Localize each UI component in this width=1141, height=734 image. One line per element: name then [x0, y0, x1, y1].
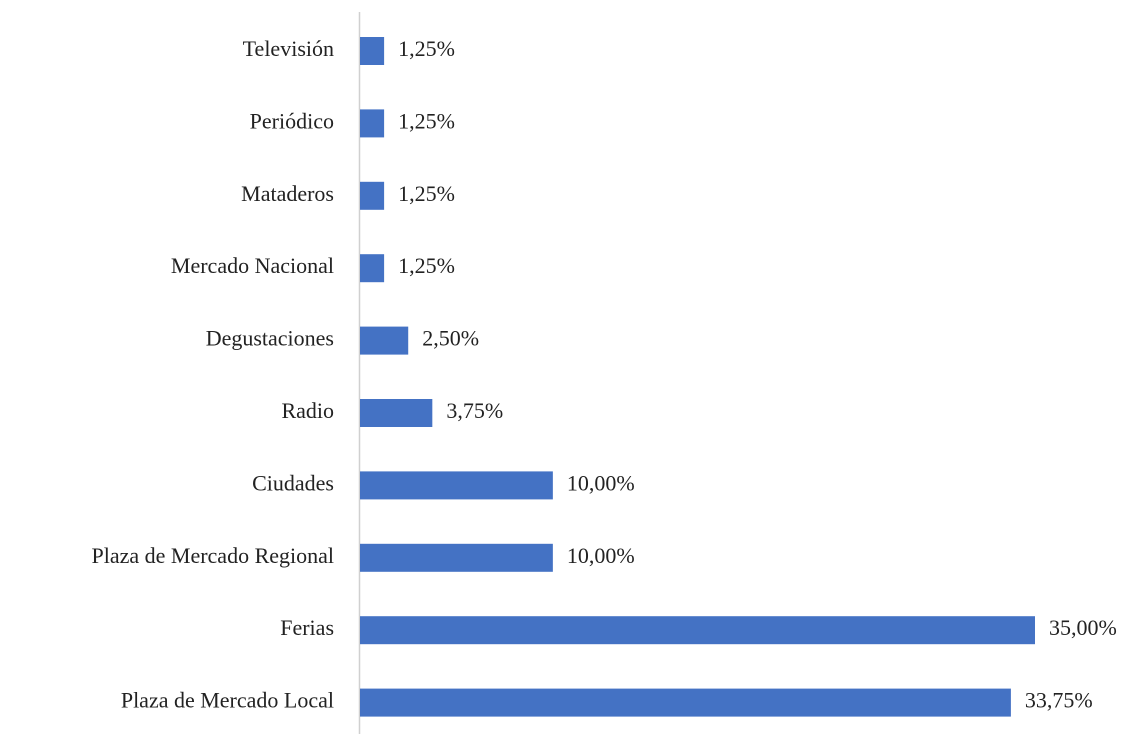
y-tick-label: Plaza de Mercado Regional [91, 543, 334, 568]
bar [360, 399, 433, 427]
y-tick-label: Degustaciones [206, 326, 334, 351]
bar [360, 181, 385, 210]
data-label: 33,75% [1025, 688, 1093, 713]
bar [360, 616, 1035, 645]
y-tick-label: Ferias [280, 615, 334, 640]
data-label: 3,75% [446, 398, 503, 423]
y-tick-label: Periódico [250, 108, 334, 133]
data-label: 10,00% [567, 470, 635, 495]
bar [360, 326, 409, 355]
bar [360, 471, 553, 500]
bar [360, 109, 385, 138]
data-label: 2,50% [422, 326, 479, 351]
y-tick-label: Mercado Nacional [171, 253, 334, 278]
y-tick-label: Ciudades [252, 470, 334, 495]
y-tick-label: Plaza de Mercado Local [121, 688, 334, 713]
data-label: 1,25% [398, 36, 455, 61]
bar [360, 254, 385, 283]
bar [360, 688, 1011, 717]
data-label: 1,25% [398, 181, 455, 206]
data-label: 1,25% [398, 253, 455, 278]
y-tick-label: Radio [281, 398, 334, 423]
bar [360, 543, 553, 572]
bar [360, 37, 385, 65]
y-tick-label: Televisión [243, 36, 334, 61]
data-label: 35,00% [1049, 615, 1117, 640]
data-label: 10,00% [567, 543, 635, 568]
data-label: 1,25% [398, 108, 455, 133]
y-tick-label: Mataderos [241, 181, 334, 206]
